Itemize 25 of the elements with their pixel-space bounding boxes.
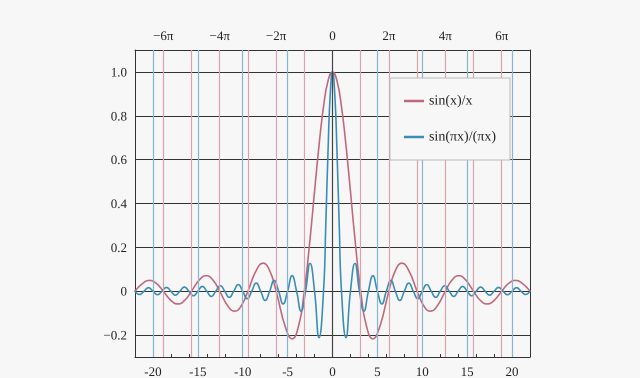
- x2-tick-label: 4π: [438, 28, 452, 43]
- y-tick-label: 0: [120, 284, 127, 299]
- y-tick-label: 1.0: [110, 64, 127, 80]
- x-tick-label: -15: [189, 364, 207, 378]
- x2-tick-label: −6π: [153, 28, 174, 43]
- x-tick-label: 10: [416, 364, 429, 378]
- x-tick-label: 5: [374, 364, 381, 378]
- x-tick-label: 0: [329, 364, 336, 378]
- x-tick-label: -20: [144, 364, 162, 378]
- y-tick-label: 0.2: [110, 240, 127, 255]
- x2-tick-label: 6π: [495, 28, 509, 43]
- x2-tick-label: 0: [329, 28, 336, 43]
- y-tick-label: −0.2: [103, 328, 127, 343]
- x-tick-label: -10: [234, 364, 252, 378]
- x2-tick-label: −4π: [209, 28, 230, 43]
- x-tick-label: -5: [282, 364, 294, 378]
- x-tick-label: 20: [506, 364, 519, 378]
- y-tick-label: 0.8: [110, 108, 127, 124]
- legend-label: sin(x)/x: [428, 94, 473, 108]
- legend-label: sin(πx)/(πx): [428, 130, 496, 144]
- x2-tick-label: −2π: [266, 28, 287, 43]
- x-tick-label: 15: [460, 364, 474, 378]
- x2-tick-label: 2π: [382, 28, 396, 43]
- y-tick-label: 0.4: [110, 196, 128, 211]
- y-tick-label: 0.6: [110, 152, 128, 168]
